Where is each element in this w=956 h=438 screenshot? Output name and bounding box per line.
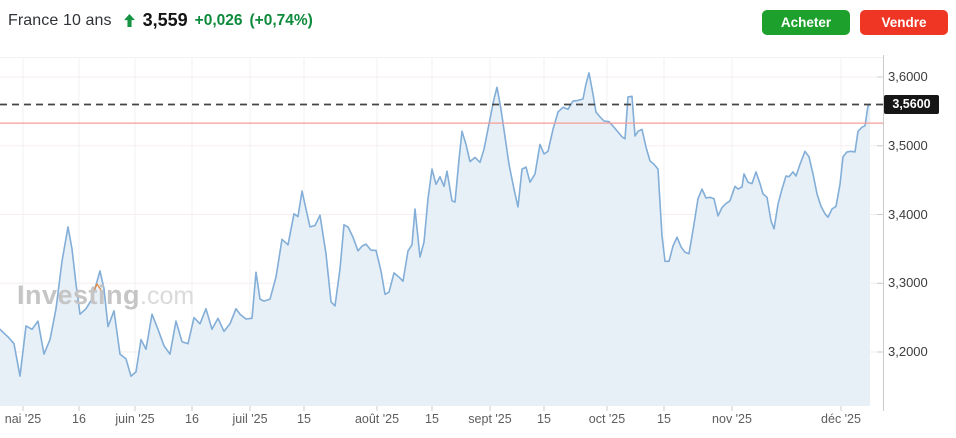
event-marker-icon xyxy=(93,282,102,292)
instrument-name: France 10 ans xyxy=(8,11,112,29)
x-axis-label: 16 xyxy=(72,412,86,426)
x-axis-label: juil '25 xyxy=(232,412,268,426)
instrument-header: France 10 ans 3,559 +0,026 (+0,74%) xyxy=(8,10,313,31)
area-fill xyxy=(0,72,870,407)
x-axis-label: juin '25 xyxy=(115,412,155,426)
last-price-axis-badge: 3,5600 xyxy=(884,95,939,114)
x-axis-label: oct '25 xyxy=(588,412,626,426)
x-axis-label: 16 xyxy=(185,412,199,426)
buy-button[interactable]: Acheter xyxy=(762,10,850,35)
y-axis-label: 3,6000 xyxy=(888,69,928,84)
x-axis-label: sept '25 xyxy=(468,412,512,426)
price-change-percent: (+0,74%) xyxy=(249,11,313,29)
y-axis-label: 3,4000 xyxy=(888,206,928,222)
watermark-bold: Investing xyxy=(17,280,141,310)
trade-actions: Acheter Vendre xyxy=(762,10,948,35)
y-axis-label: 3,2000 xyxy=(888,344,928,359)
x-axis-label: 15 xyxy=(657,412,671,426)
y-axis-label: 3,3000 xyxy=(888,275,928,291)
price-chart-svg[interactable] xyxy=(0,55,884,412)
x-axis-label: 15 xyxy=(297,412,311,426)
price-line xyxy=(0,72,871,377)
investing-watermark: Investing.com xyxy=(17,281,194,311)
y-axis-label: 3,5000 xyxy=(888,137,928,153)
watermark-domain: .com xyxy=(140,282,195,310)
arrow-up-icon xyxy=(123,14,135,27)
sell-button[interactable]: Vendre xyxy=(860,10,948,35)
x-axis-label: nai '25 xyxy=(4,412,42,426)
x-axis-label: 15 xyxy=(537,412,551,426)
price-change: +0,026 xyxy=(194,11,243,29)
price-chart[interactable]: Investing.com 3,5600 3,2000 3,3000 3,4000 3… xyxy=(0,55,956,426)
last-price: 3,559 xyxy=(142,10,188,30)
x-axis-label: 15 xyxy=(425,412,439,426)
x-axis-label: déc '25 xyxy=(821,412,861,426)
x-axis-label: août '25 xyxy=(354,412,400,426)
x-axis-label: nov '25 xyxy=(712,412,752,426)
